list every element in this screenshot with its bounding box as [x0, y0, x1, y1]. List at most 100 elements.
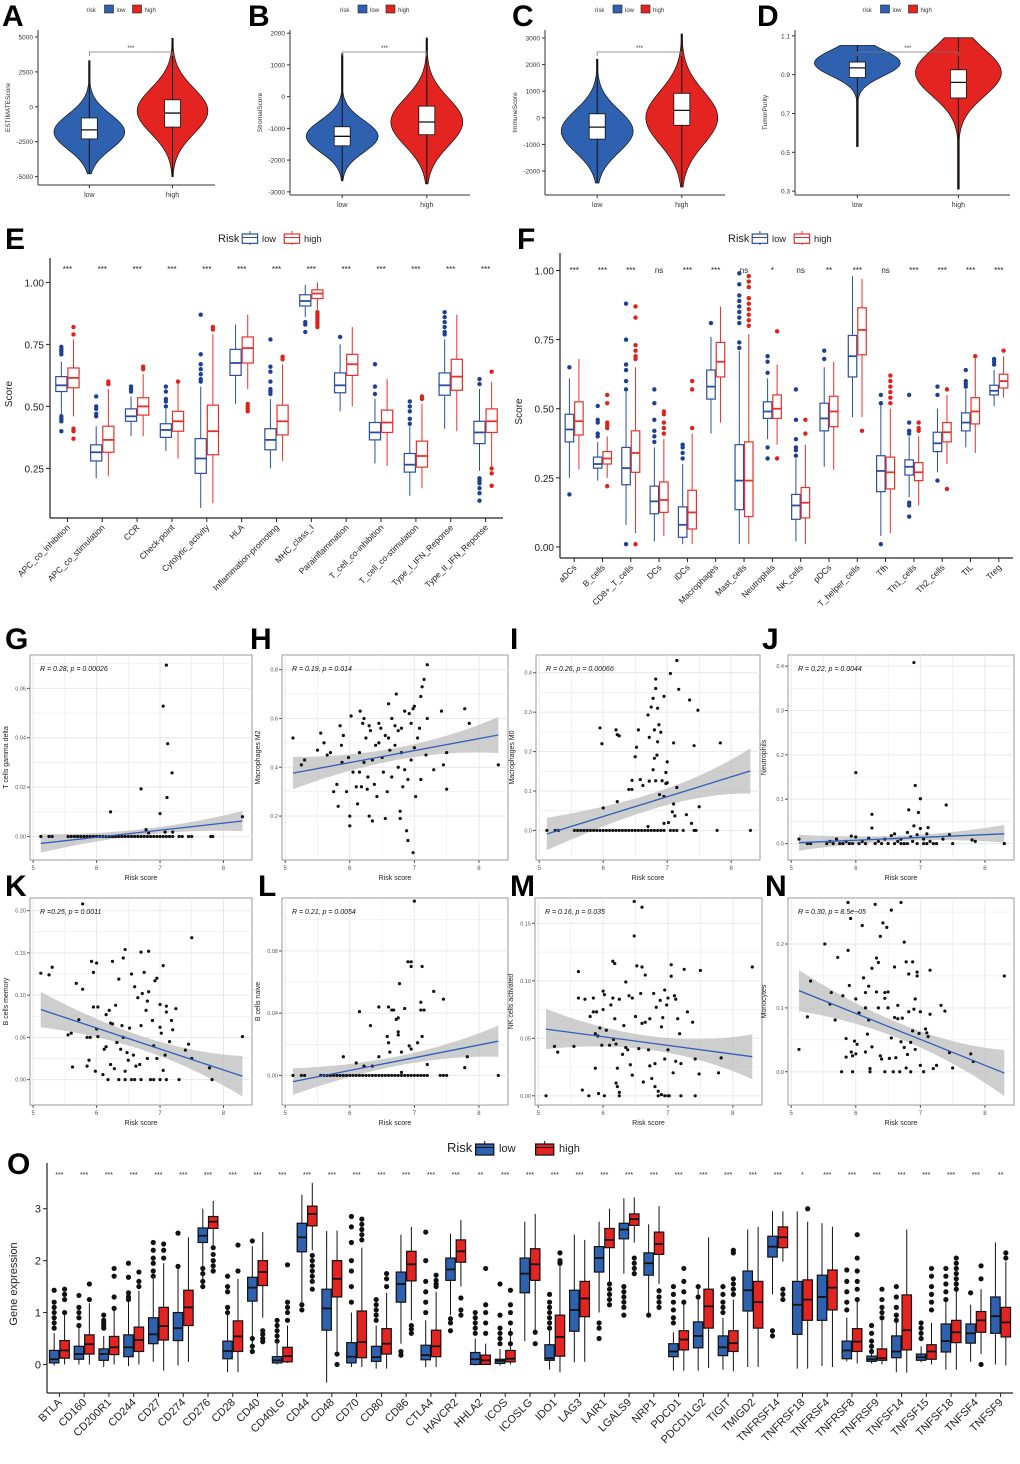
- data-point: [934, 1063, 939, 1067]
- outlier-point: [309, 1263, 315, 1269]
- regression-line: [798, 833, 1005, 844]
- data-point: [396, 1016, 400, 1020]
- y-tick-label: 0.5: [781, 150, 790, 157]
- data-point: [159, 1031, 163, 1035]
- data-point: [136, 834, 140, 839]
- data-point: [120, 1023, 124, 1028]
- outlier-point: [442, 324, 447, 330]
- box-low: [692, 1283, 704, 1371]
- data-point: [412, 704, 416, 708]
- box-high: [415, 394, 429, 489]
- y-tick-label: 0.25: [25, 464, 45, 475]
- box-low: [965, 1290, 976, 1362]
- outlier-point: [606, 1286, 613, 1292]
- data-point: [630, 787, 634, 792]
- x-tick-label: CD80: [358, 1397, 386, 1425]
- significance-label: ***: [272, 265, 281, 274]
- outlier-point: [408, 1330, 414, 1336]
- y-tick-label: 0.00: [15, 1078, 26, 1084]
- data-point: [96, 1034, 100, 1039]
- outlier-point: [737, 340, 742, 345]
- outlier-point: [274, 1322, 280, 1329]
- box-low: [866, 1322, 877, 1364]
- y-axis-title: Score: [514, 398, 525, 425]
- outlier-point: [935, 392, 940, 398]
- data-point: [417, 726, 422, 730]
- significance-bracket: [596, 51, 683, 56]
- outlier-point: [878, 541, 884, 547]
- data-point: [614, 1081, 618, 1085]
- outlier-point: [943, 1296, 949, 1303]
- outlier-point: [906, 514, 912, 519]
- data-point: [675, 658, 679, 663]
- outlier-point: [161, 1241, 167, 1247]
- data-point: [399, 1073, 404, 1078]
- box: [891, 1335, 902, 1359]
- box: [194, 438, 207, 474]
- data-point: [685, 1010, 690, 1014]
- outlier-point: [878, 392, 884, 398]
- box-low: [124, 384, 138, 437]
- data-point: [915, 833, 919, 837]
- data-point: [653, 1062, 657, 1066]
- outlier-point: [150, 1273, 156, 1279]
- y-tick-label: 3000: [526, 35, 541, 42]
- x-tick-label: 8: [730, 866, 734, 872]
- outlier-point: [111, 1305, 117, 1311]
- data-point: [439, 709, 444, 713]
- data-point: [386, 1073, 391, 1078]
- outlier-point: [943, 1265, 949, 1272]
- box-low: [194, 312, 207, 509]
- box: [124, 408, 138, 422]
- data-point: [399, 1050, 404, 1054]
- outlier-point: [383, 1271, 390, 1277]
- x-tick-label: 6: [95, 1111, 99, 1117]
- box: [306, 1205, 318, 1227]
- panel-label-N: N: [765, 870, 787, 903]
- box-high: [311, 282, 324, 330]
- legend-key-high: [132, 4, 142, 14]
- data-point: [463, 707, 467, 711]
- box-high: [206, 324, 220, 504]
- data-point: [357, 751, 362, 755]
- data-point: [361, 721, 365, 725]
- data-point: [66, 834, 70, 839]
- y-tick-label: -2000: [268, 158, 285, 165]
- data-point: [165, 795, 169, 800]
- data-point: [171, 1028, 175, 1032]
- box: [728, 1330, 739, 1353]
- data-point: [351, 1073, 355, 1078]
- box: [48, 1349, 60, 1364]
- box: [554, 1314, 566, 1357]
- data-point: [579, 828, 583, 833]
- confidence-band: [546, 748, 751, 851]
- box-low: [445, 1233, 456, 1334]
- data-point: [902, 940, 906, 944]
- data-point: [867, 984, 871, 988]
- box-low: [875, 392, 886, 547]
- data-point: [1002, 841, 1006, 846]
- outlier-point: [720, 1291, 726, 1297]
- outlier-point: [854, 1286, 860, 1292]
- significance-label: *: [801, 1172, 804, 1179]
- data-point: [624, 980, 628, 984]
- box: [282, 1346, 293, 1363]
- box: [734, 444, 745, 511]
- significance-label: ***: [105, 1172, 113, 1179]
- data-point: [112, 1067, 116, 1071]
- outlier-point: [59, 419, 64, 424]
- outlier-point: [260, 1339, 266, 1345]
- data-point: [672, 802, 676, 806]
- outlier-point: [373, 1312, 379, 1318]
- x-tick-label: 7: [413, 1111, 417, 1117]
- outlier-point: [86, 1281, 92, 1287]
- box-high: [800, 417, 811, 545]
- box-high: [715, 306, 726, 423]
- data-point: [368, 1024, 373, 1028]
- outlier-point: [681, 1265, 687, 1272]
- data-point: [651, 696, 655, 700]
- significance-label: ***: [481, 265, 490, 274]
- y-tick-label: 2000: [271, 31, 286, 38]
- data-point: [357, 1073, 362, 1078]
- data-point: [322, 741, 326, 745]
